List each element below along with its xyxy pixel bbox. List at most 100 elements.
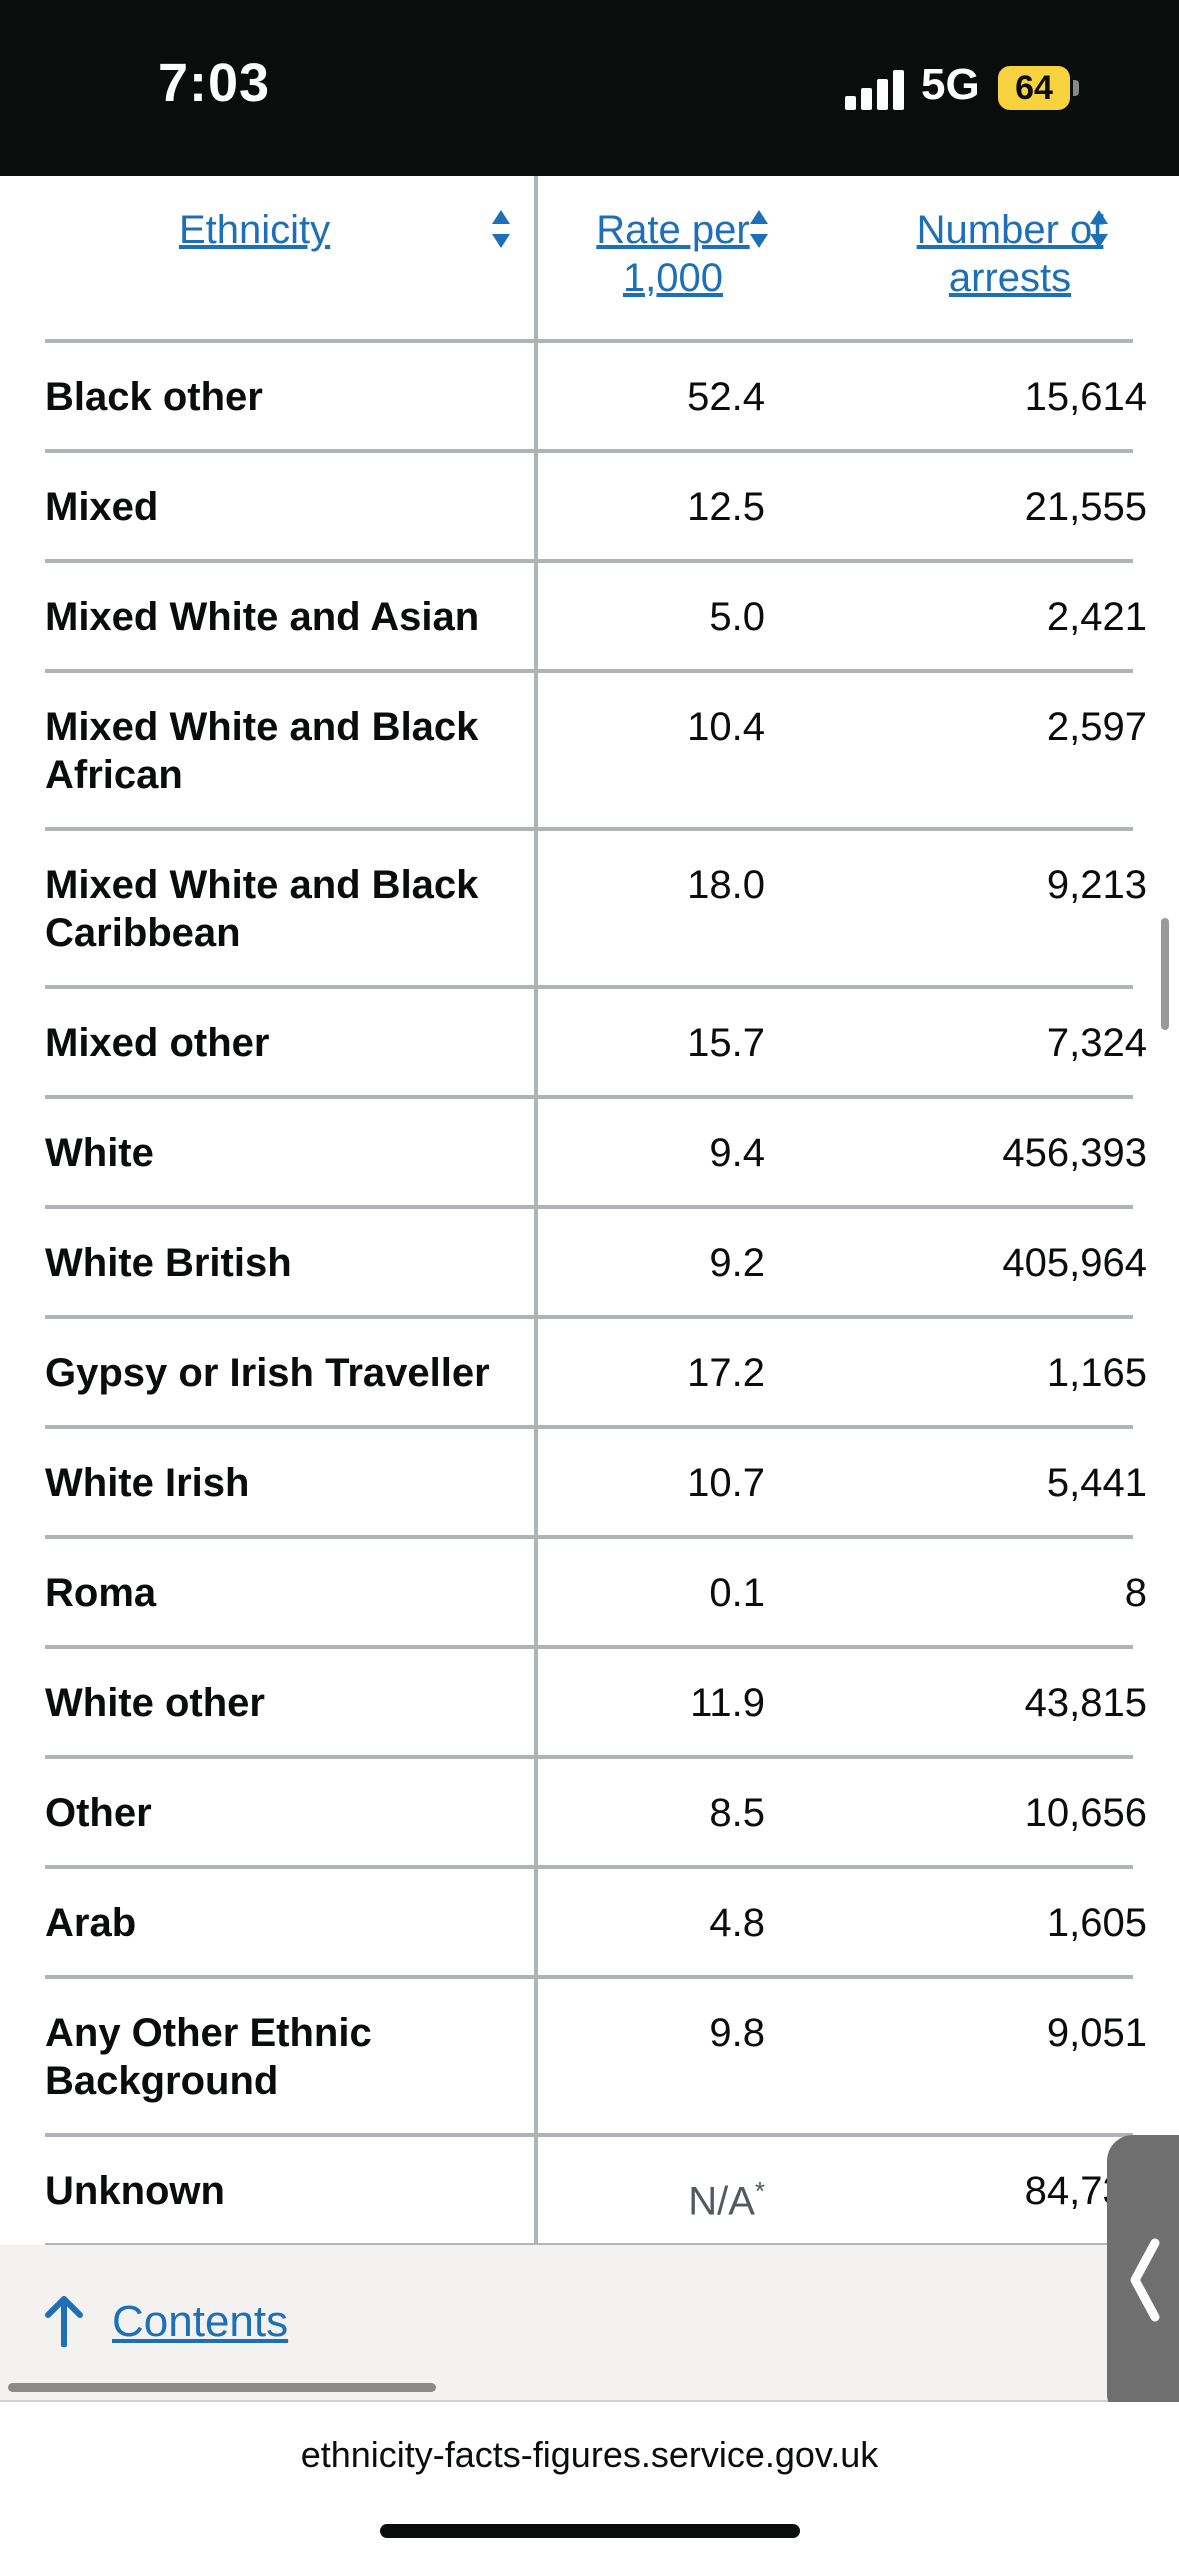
home-indicator[interactable] (380, 2524, 800, 2538)
rate-cell: 10.7 (687, 1461, 765, 1505)
column-divider (534, 453, 538, 563)
arrests-cell: 8 (1124, 1571, 1147, 1615)
rate-cell: N/A* (688, 2176, 765, 2224)
rate-cell: 0.1 (709, 1571, 765, 1615)
table-row: Black other 52.4 15,614 (45, 343, 1147, 453)
sort-arrows-icon[interactable] (492, 210, 510, 254)
table-row: Gypsy or Irish Traveller 17.2 1,165 (45, 1319, 1147, 1429)
column-divider (534, 831, 538, 989)
ethnicity-cell: Other (45, 1791, 152, 1835)
arrests-cell: 1,165 (1046, 1351, 1147, 1395)
ethnicity-cell: White Irish (45, 1461, 250, 1505)
sort-arrows-icon[interactable] (750, 210, 768, 254)
column-divider (534, 673, 538, 831)
header-rate-link[interactable]: Rate per 1,000 (596, 208, 750, 300)
table-row: Mixed White and Asian 5.0 2,421 (45, 563, 1147, 673)
arrests-cell: 5,441 (1046, 1461, 1147, 1505)
arrests-cell: 456,393 (1002, 1131, 1147, 1175)
table-row: Mixed other 15.7 7,324 (45, 989, 1147, 1099)
column-divider (534, 2137, 538, 2247)
ethnicity-cell: Mixed other (45, 1021, 270, 1065)
ethnicity-cell: Mixed (45, 485, 159, 529)
contents-link[interactable]: Contents (112, 2297, 289, 2346)
sort-arrows-icon[interactable] (1090, 210, 1108, 254)
arrests-cell: 405,964 (1002, 1241, 1147, 1285)
ethnicity-cell: White (45, 1131, 154, 1175)
table-row: Unknown N/A* 84,736 (45, 2137, 1147, 2247)
battery-tip (1073, 80, 1079, 96)
arrests-cell: 43,815 (1024, 1681, 1147, 1725)
table-row: Mixed 12.5 21,555 (45, 453, 1147, 563)
arrests-cell: 9,213 (1046, 863, 1147, 907)
rate-cell: 9.8 (709, 2011, 765, 2055)
ethnicity-cell: White other (45, 1681, 265, 1725)
browser-url-bar: ethnicity-facts-figures.service.gov.uk (0, 2402, 1179, 2556)
column-divider (534, 176, 538, 339)
rate-cell: 12.5 (687, 485, 765, 529)
column-divider (534, 1539, 538, 1649)
rate-cell: 11.9 (690, 1681, 765, 1725)
table-header: Ethnicity Rate per 1,000 Number of arres… (45, 176, 1133, 343)
column-divider (534, 1869, 538, 1979)
side-tab-button[interactable] (1107, 2135, 1179, 2420)
arrests-cell: 1,605 (1046, 1901, 1147, 1945)
battery-icon: 64 (998, 66, 1070, 110)
chevron-left-icon (1130, 2238, 1160, 2322)
ethnicity-cell: Gypsy or Irish Traveller (45, 1351, 490, 1395)
ethnicity-cell: White British (45, 1241, 292, 1285)
column-divider (534, 1759, 538, 1869)
rate-cell: 10.4 (687, 705, 765, 749)
column-divider (534, 1209, 538, 1319)
table-row: White Irish 10.7 5,441 (45, 1429, 1147, 1539)
table-row: Mixed White and Black African 10.4 2,597 (45, 673, 1147, 831)
column-divider (534, 1429, 538, 1539)
column-divider (534, 989, 538, 1099)
header-ethnicity-link[interactable]: Ethnicity (179, 208, 331, 252)
column-divider (534, 343, 538, 453)
ethnicity-cell: Mixed White and Black African (45, 705, 479, 797)
ethnicity-cell: Arab (45, 1901, 137, 1945)
table-row: Other 8.5 10,656 (45, 1759, 1147, 1869)
rate-cell: 8.5 (709, 1791, 765, 1835)
column-divider (534, 1979, 538, 2137)
network-type: 5G (921, 60, 980, 109)
ethnicity-cell: Mixed White and Black Caribbean (45, 863, 479, 955)
cellular-signal-icon (845, 68, 907, 110)
rate-cell: 52.4 (687, 375, 765, 419)
arrests-cell: 7,324 (1046, 1021, 1147, 1065)
rate-cell: 15.7 (687, 1021, 765, 1065)
column-divider (534, 563, 538, 673)
ethnicity-cell: Unknown (45, 2169, 225, 2213)
url-text[interactable]: ethnicity-facts-figures.service.gov.uk (300, 2434, 879, 2475)
table-row: White other 11.9 43,815 (45, 1649, 1147, 1759)
table-row: White British 9.2 405,964 (45, 1209, 1147, 1319)
table-body: Black other 52.4 15,614 Mixed 12.5 21,555 Mixe… (45, 343, 1147, 2247)
table-row: White 9.4 456,393 (45, 1099, 1147, 1209)
ethnicity-cell: Roma (45, 1571, 157, 1615)
table-row: Mixed White and Black Caribbean 18.0 9,213 (45, 831, 1147, 989)
arrow-up-icon[interactable] (42, 2295, 86, 2347)
rate-cell: 17.2 (687, 1351, 765, 1395)
arrests-table: Ethnicity Rate per 1,000 Number of arres… (45, 176, 1147, 2247)
ethnicity-cell: Any Other Ethnic Background (45, 2011, 372, 2103)
table-row: Any Other Ethnic Background 9.8 9,051 (45, 1979, 1147, 2137)
rate-cell: 9.4 (709, 1131, 765, 1175)
rate-cell: 9.2 (709, 1241, 765, 1285)
ethnicity-cell: Black other (45, 375, 263, 419)
vertical-scroll-indicator[interactable] (1161, 918, 1169, 1030)
arrests-cell: 9,051 (1046, 2011, 1147, 2055)
column-divider (534, 1649, 538, 1759)
column-divider (534, 1319, 538, 1429)
status-bar: 7:03 5G 64 (0, 0, 1179, 176)
table-row: Arab 4.8 1,605 (45, 1869, 1147, 1979)
arrests-cell: 15,614 (1024, 375, 1147, 419)
arrests-cell: 21,555 (1024, 485, 1147, 529)
contents-bar: Contents (0, 2245, 1179, 2402)
header-number-link[interactable]: Number of arrests (916, 208, 1104, 300)
column-divider (534, 1099, 538, 1209)
rate-cell: 5.0 (709, 595, 765, 639)
rate-cell: 18.0 (687, 863, 765, 907)
arrests-cell: 2,421 (1046, 595, 1147, 639)
status-time: 7:03 (158, 53, 271, 113)
horizontal-scroll-indicator[interactable] (8, 2383, 436, 2392)
